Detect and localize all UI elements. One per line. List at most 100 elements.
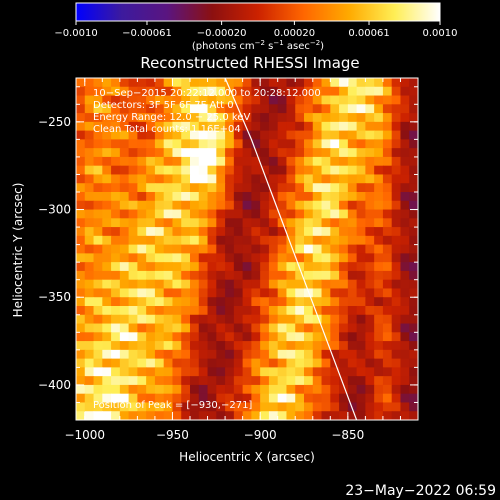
heatmap-cell xyxy=(146,209,156,219)
heatmap-cell xyxy=(242,174,252,184)
heatmap-cell xyxy=(146,200,156,211)
heatmap-cell xyxy=(146,165,156,176)
heatmap-cell xyxy=(251,139,261,149)
heatmap-cell xyxy=(233,314,244,325)
heatmap-cell xyxy=(225,411,235,420)
annotation-block: 10−Sep−2015 20:22:12.000 to 20:28:12.000… xyxy=(93,88,321,135)
heatmap-cell xyxy=(304,104,314,114)
heatmap-cell xyxy=(84,130,95,140)
heatmap-cell xyxy=(260,174,270,184)
heatmap-cell xyxy=(277,358,288,368)
heatmap-cell xyxy=(76,218,86,228)
heatmap-cell xyxy=(137,393,147,404)
heatmap-cell xyxy=(76,244,86,254)
heatmap-cell xyxy=(93,192,103,202)
heatmap-cell xyxy=(154,174,165,184)
heatmap-cell xyxy=(304,209,314,219)
heatmap-cell xyxy=(321,174,331,184)
heatmap-cell xyxy=(163,235,174,246)
heatmap-cell xyxy=(181,341,191,351)
heatmap-cell xyxy=(190,288,200,298)
heatmap-cell xyxy=(128,192,138,202)
heatmap-cell xyxy=(146,288,156,298)
heatmap-cell xyxy=(400,218,410,228)
heatmap-cell xyxy=(172,148,182,158)
heatmap-cell xyxy=(339,218,349,228)
heatmap-cell xyxy=(286,113,296,123)
heatmap-cell xyxy=(321,139,331,149)
heatmap-cell xyxy=(146,156,156,167)
heatmap-cell xyxy=(356,297,366,307)
heatmap-cell xyxy=(163,393,174,404)
heatmap-cell xyxy=(330,253,340,263)
heatmap-cell xyxy=(207,341,217,351)
heatmap-cell xyxy=(128,297,138,307)
heatmap-cell xyxy=(347,314,358,325)
heatmap-cell xyxy=(76,139,86,149)
y-axis: −250−300−350−400 xyxy=(38,86,418,403)
heatmap-cell xyxy=(374,156,384,167)
heatmap-cell xyxy=(400,192,410,202)
heatmap-cell xyxy=(84,402,95,412)
heatmap-cell xyxy=(260,411,270,420)
heatmap-cell xyxy=(251,244,261,254)
heatmap-cell xyxy=(286,244,296,254)
heatmap-cell xyxy=(268,323,279,333)
heatmap-cell xyxy=(225,306,235,316)
heatmap-cell xyxy=(137,104,147,114)
heatmap-cell xyxy=(330,209,340,219)
heatmap-cell xyxy=(146,244,156,254)
heatmap-cell xyxy=(172,306,182,316)
heatmap-cell xyxy=(304,130,314,140)
heatmap-cell xyxy=(146,341,156,351)
heatmap-cell xyxy=(119,121,130,132)
heatmap-cell xyxy=(137,270,147,281)
heatmap-cell xyxy=(356,288,366,298)
heatmap-cell xyxy=(295,183,305,193)
heatmap-cell xyxy=(93,235,103,246)
heatmap-cell xyxy=(391,297,402,307)
heatmap-cell xyxy=(382,297,393,307)
heatmap-cell xyxy=(233,384,244,395)
heatmap-cell xyxy=(295,306,305,316)
heatmap-cell xyxy=(84,139,95,149)
heatmap-cell xyxy=(181,130,191,140)
heatmap-cell xyxy=(102,227,112,237)
heatmap-cell xyxy=(163,297,174,307)
heatmap-cell xyxy=(330,297,340,307)
heatmap-cell xyxy=(339,349,349,360)
heatmap-cell xyxy=(102,104,112,114)
heatmap-cell xyxy=(356,235,366,246)
heatmap-cell xyxy=(128,235,138,246)
heatmap-cell xyxy=(111,78,121,88)
heatmap-cell xyxy=(102,411,112,420)
heatmap-cell xyxy=(251,192,261,202)
heatmap-cell xyxy=(172,192,182,202)
heatmap-cell xyxy=(172,279,182,290)
heatmap-cell xyxy=(119,174,130,184)
heatmap-cell xyxy=(76,183,86,193)
heatmap-cell xyxy=(84,393,95,404)
heatmap-cell xyxy=(356,139,366,149)
heatmap-cell xyxy=(163,411,174,420)
heatmap-cell xyxy=(400,235,410,246)
heatmap-cell xyxy=(286,156,296,167)
heatmap-cell xyxy=(400,78,410,88)
heatmap-cell xyxy=(286,78,296,88)
heatmap-cell xyxy=(172,139,182,149)
heatmap-cell xyxy=(268,183,279,193)
heatmap-cell xyxy=(93,218,103,228)
heatmap-cell xyxy=(225,165,235,176)
heatmap-cell xyxy=(277,165,288,176)
heatmap-cell xyxy=(268,113,279,123)
heatmap-cell xyxy=(312,411,323,420)
heatmap-cell xyxy=(93,253,103,263)
heatmap-cell xyxy=(128,200,138,211)
heatmap-cell xyxy=(304,367,314,377)
heatmap-cell xyxy=(190,113,200,123)
heatmap-cell xyxy=(111,227,121,237)
heatmap-cell xyxy=(321,183,331,193)
heatmap-cell xyxy=(181,376,191,386)
heatmap-cell xyxy=(330,95,340,105)
heatmap-cell xyxy=(347,78,358,88)
